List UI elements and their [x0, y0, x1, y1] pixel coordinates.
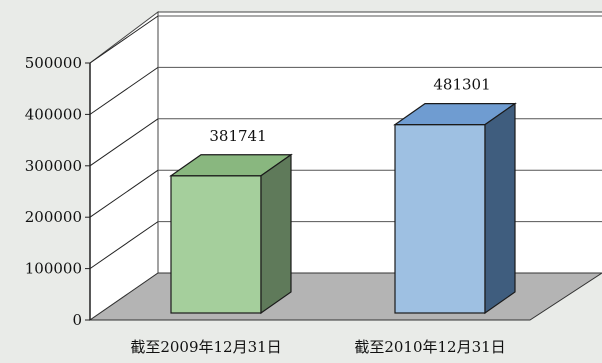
left-wall [89, 11, 159, 321]
gridline-diagonal [89, 118, 159, 167]
gridline-diagonal [89, 66, 159, 115]
bar-2 [393, 102, 517, 315]
labels: 381741 截至2009年12月31日 481301 截至2010年12月31日 [130, 76, 505, 356]
floor-plane [88, 272, 602, 321]
y-axis: 0 100000 200000 300000 400000 500000 [25, 54, 91, 329]
chart-floor [88, 272, 602, 321]
gridline-diagonal [89, 221, 159, 270]
y-tick-label: 100000 [25, 260, 82, 278]
bar-front-face [394, 124, 486, 314]
data-label: 481301 [433, 76, 490, 94]
bars [169, 102, 517, 315]
gridline-diagonal [89, 169, 159, 218]
bar-side-face [484, 102, 516, 315]
y-tick-label: 500000 [25, 54, 82, 72]
gridline-diagonal [89, 15, 159, 64]
data-label: 381741 [209, 127, 266, 145]
x-category-label: 截至2009年12月31日 [130, 338, 281, 356]
bar-front-face [170, 175, 262, 314]
y-tick-label: 400000 [25, 105, 82, 123]
bar-1 [169, 153, 293, 315]
y-tick-label: 200000 [25, 208, 82, 226]
x-category-label: 截至2010年12月31日 [354, 338, 505, 356]
bar-side-face [260, 153, 292, 315]
y-tick-label: 300000 [25, 157, 82, 175]
y-tick-label: 0 [72, 311, 82, 329]
